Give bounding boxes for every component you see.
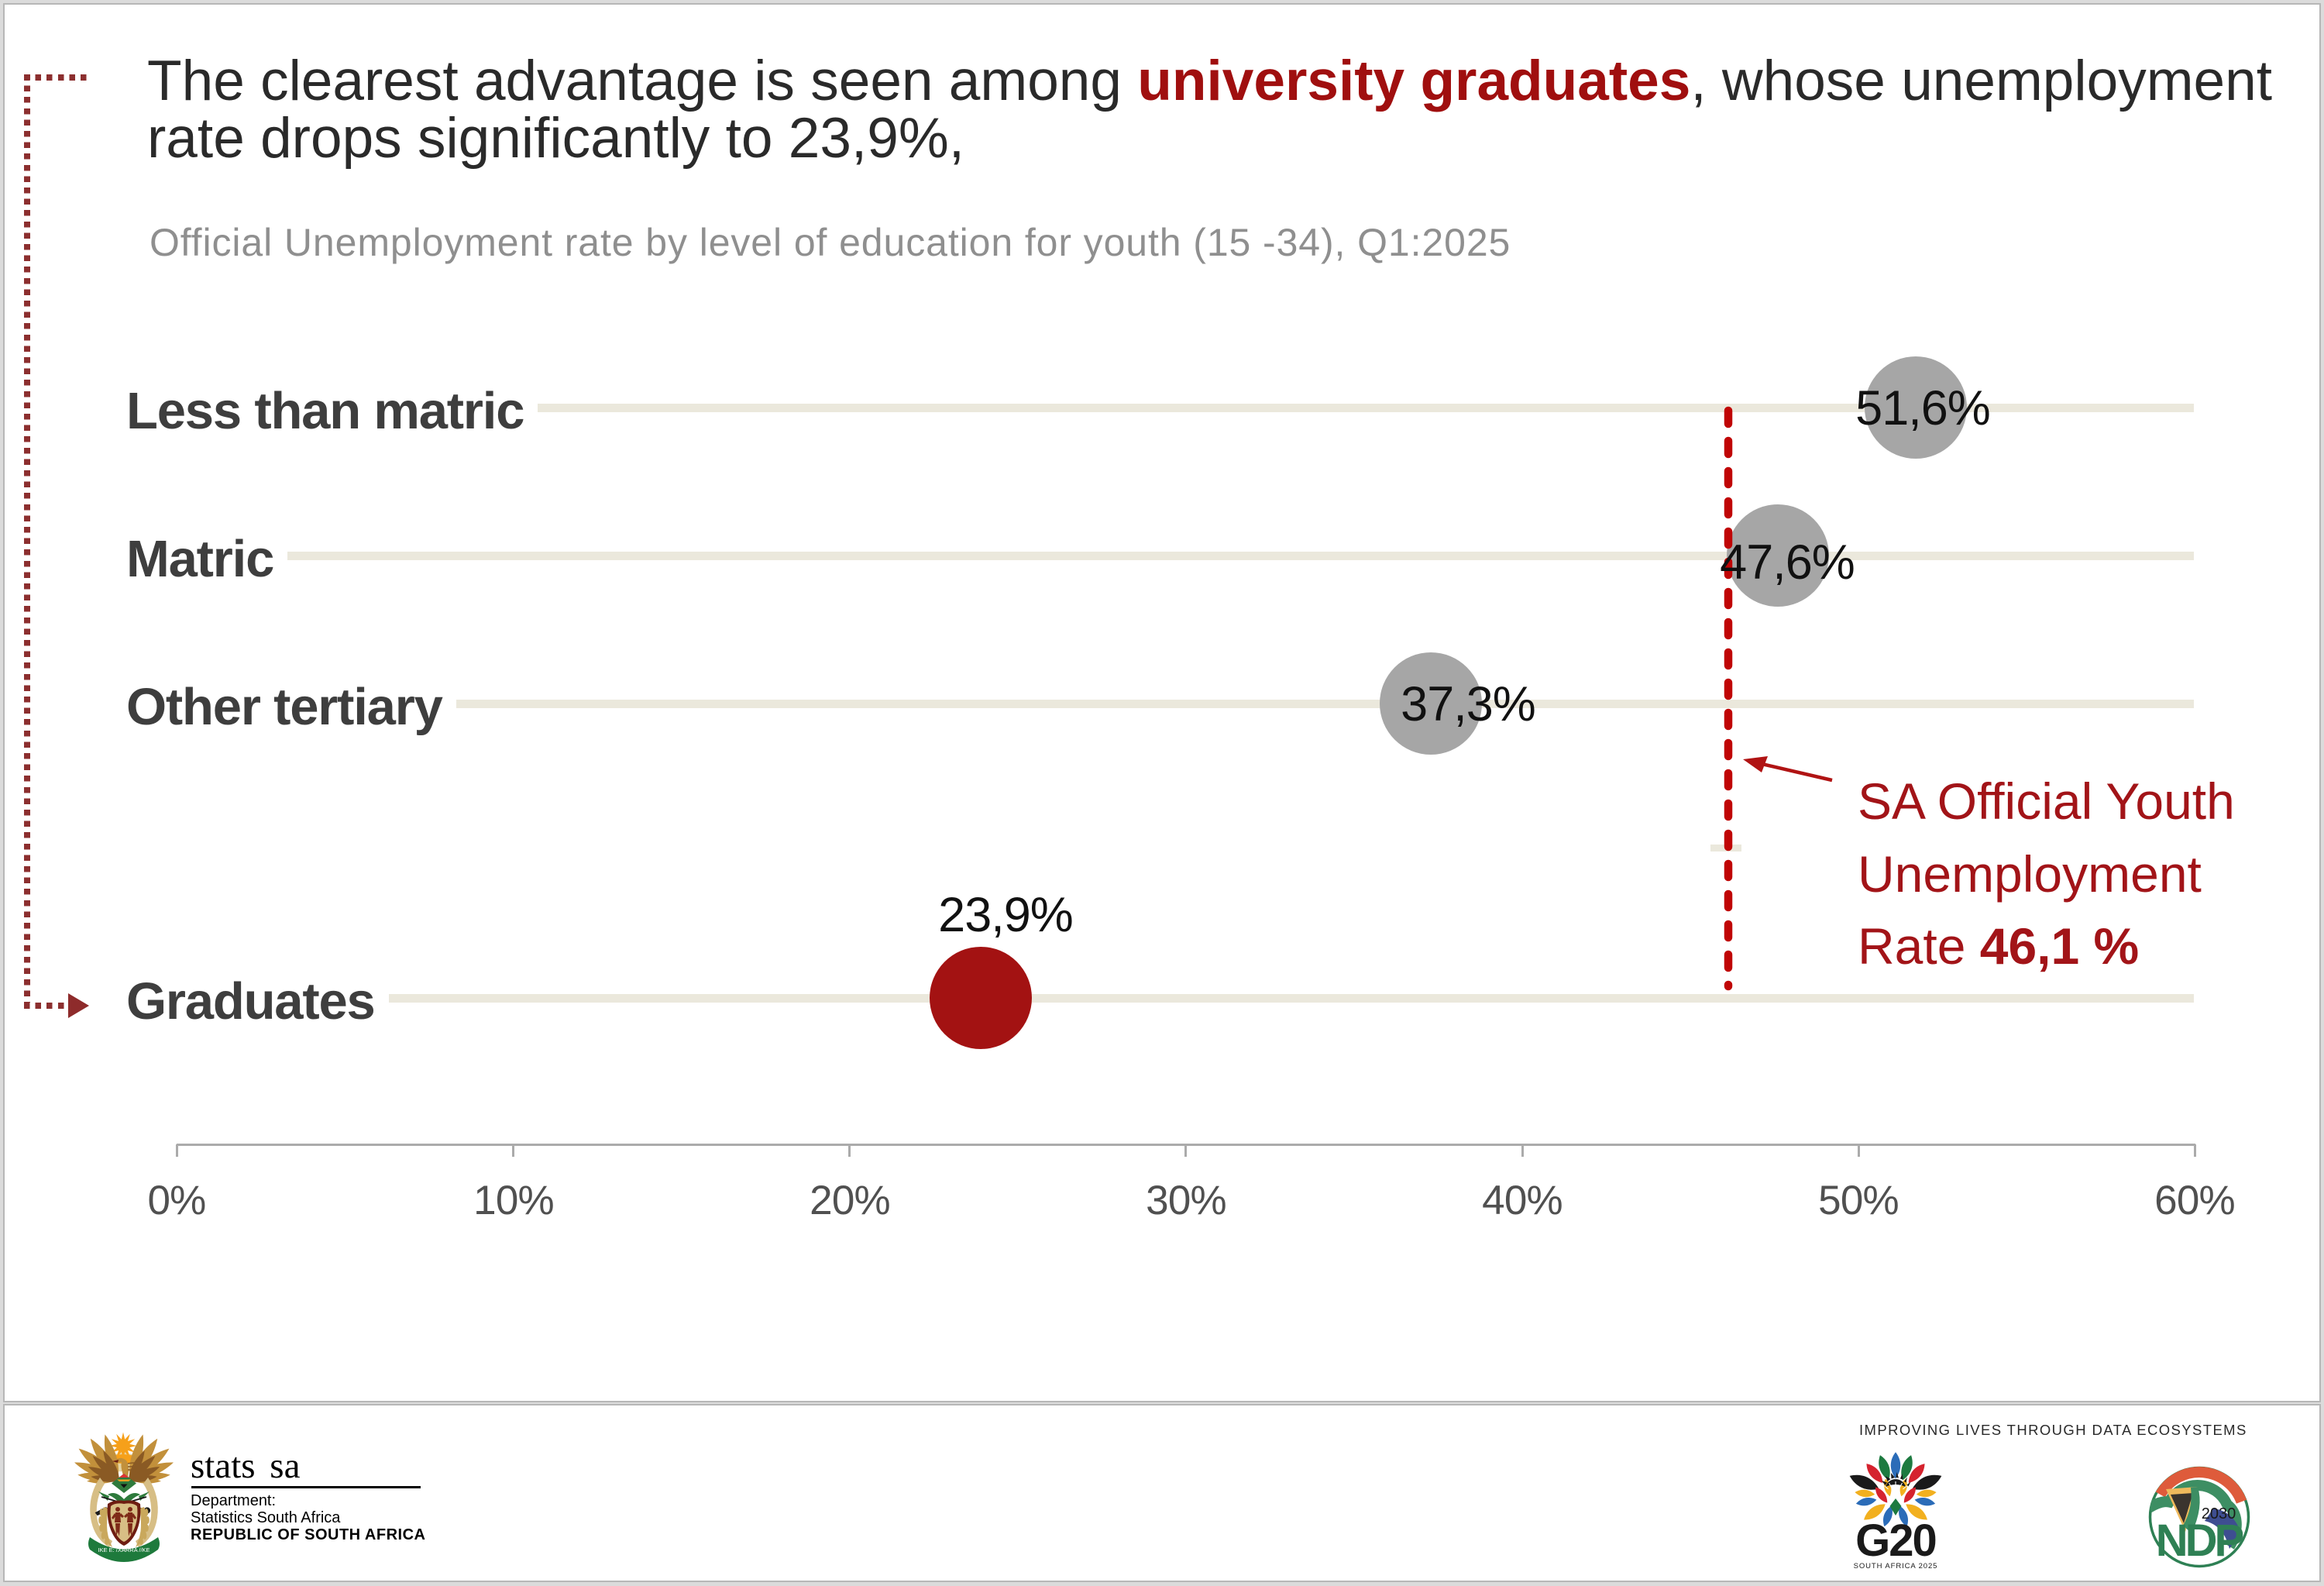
svg-text:IKE E: /XARRA //KE: IKE E: /XARRA //KE <box>98 1546 150 1553</box>
svg-text:SOUTH AFRICA 2025: SOUTH AFRICA 2025 <box>1854 1562 1938 1571</box>
svg-text:NDP: NDP <box>2156 1515 2243 1566</box>
svg-text:2030: 2030 <box>2202 1505 2236 1522</box>
svg-text:G20: G20 <box>1855 1515 1936 1566</box>
